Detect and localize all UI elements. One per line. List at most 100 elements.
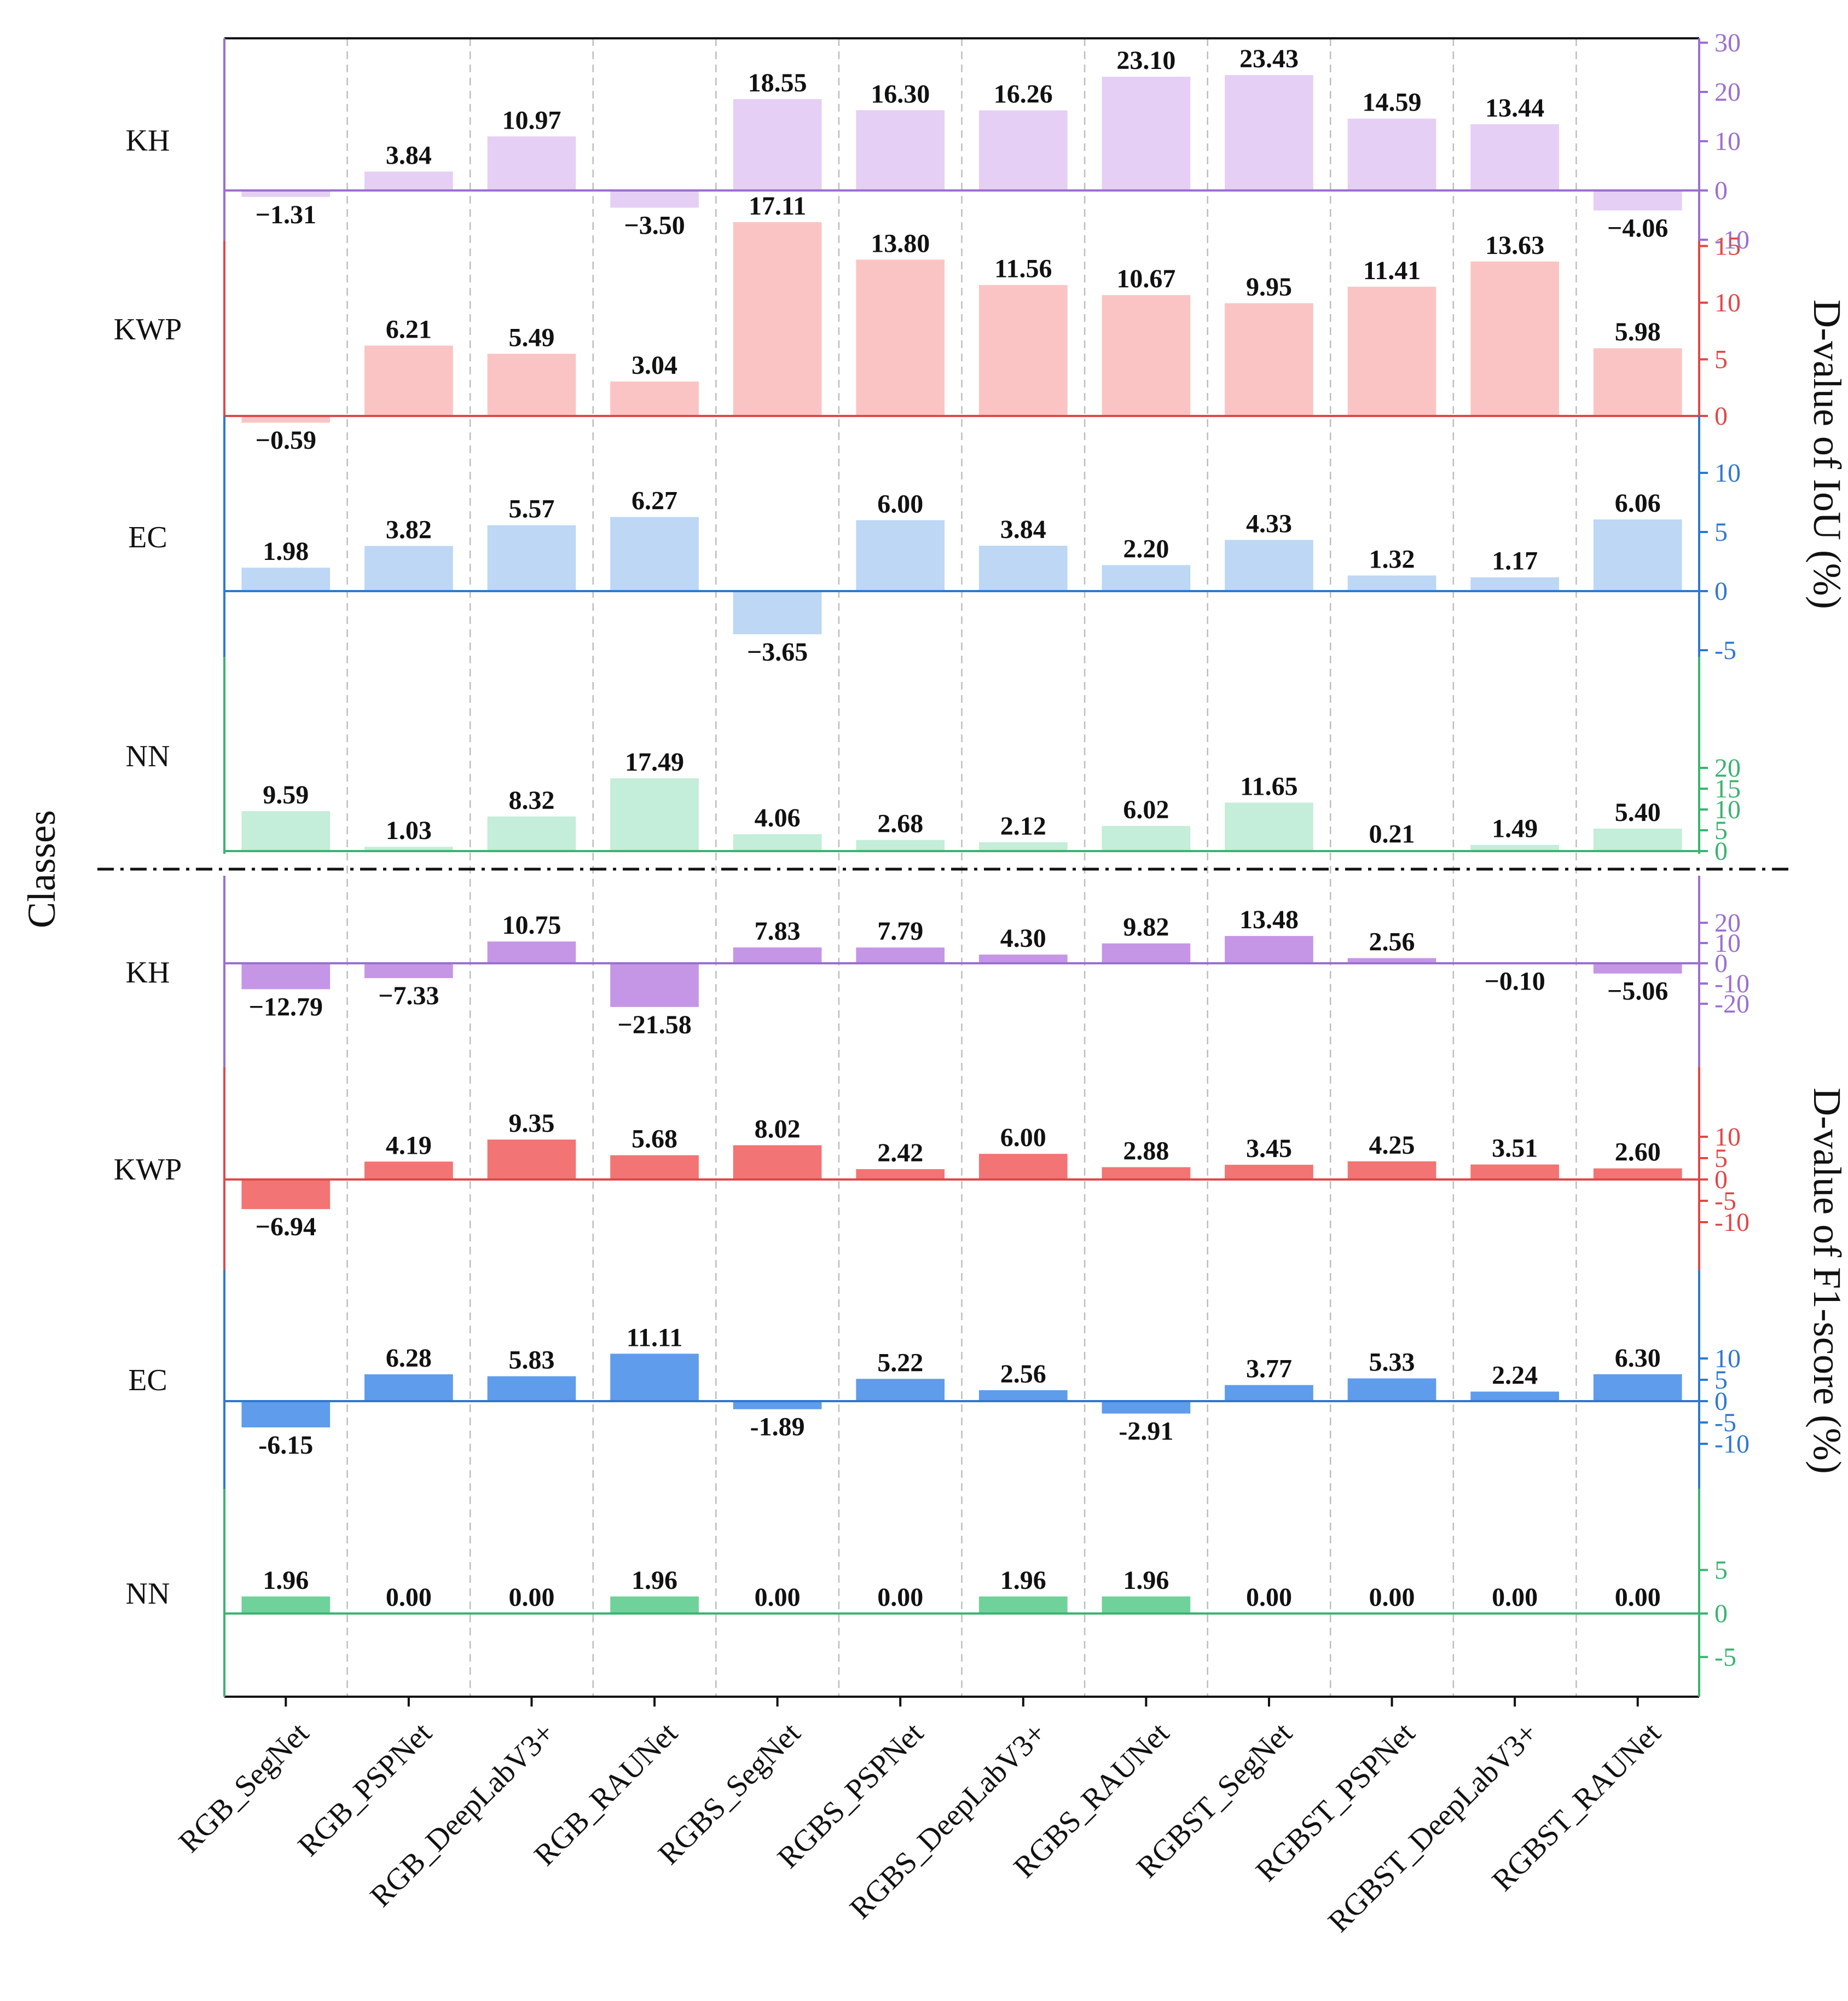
y-tick-label: 10 — [1714, 795, 1741, 824]
value-label: 11.41 — [1363, 256, 1421, 285]
value-label: 10.75 — [502, 911, 561, 940]
y-tick-label: -10 — [1714, 1430, 1749, 1459]
value-label: 0.00 — [755, 1583, 801, 1612]
value-label: -6.15 — [258, 1431, 313, 1460]
value-label: 4.33 — [1246, 509, 1292, 538]
y-tick-label: 0 — [1714, 1165, 1728, 1194]
value-label: 5.57 — [508, 495, 554, 524]
bar — [1347, 575, 1436, 591]
bar — [487, 1376, 576, 1401]
bar — [241, 963, 331, 990]
bar — [610, 381, 699, 416]
value-label: 6.28 — [386, 1344, 432, 1373]
y-tick-label: 5 — [1714, 816, 1728, 845]
bar — [1347, 118, 1436, 190]
value-label: 11.11 — [627, 1323, 683, 1352]
value-label: 9.95 — [1246, 273, 1292, 302]
bar — [733, 1145, 822, 1179]
y-tick-label: 5 — [1714, 1556, 1728, 1585]
value-label: −3.50 — [624, 211, 685, 240]
bar — [856, 259, 945, 416]
value-label: −1.31 — [256, 200, 316, 229]
value-label: 10.97 — [502, 106, 561, 135]
value-label: −0.59 — [256, 426, 316, 455]
value-label: 1.49 — [1492, 814, 1538, 843]
bar — [241, 811, 331, 851]
bar — [487, 136, 576, 190]
y-tick-label: 0 — [1714, 1599, 1728, 1628]
bar — [1470, 577, 1559, 591]
value-label: 9.59 — [263, 780, 309, 809]
bar — [610, 190, 699, 208]
y-tick-label: 15 — [1714, 232, 1741, 261]
value-label: 3.84 — [386, 141, 432, 170]
bar — [1347, 286, 1436, 416]
bar — [1470, 1391, 1559, 1401]
class-label: KH — [126, 124, 170, 158]
bar — [733, 834, 822, 851]
bar — [487, 354, 576, 416]
y-tick-label: 5 — [1714, 518, 1728, 547]
value-label: 5.68 — [632, 1125, 677, 1154]
y-tick-label: 10 — [1714, 1123, 1741, 1152]
value-label: 2.56 — [1000, 1360, 1046, 1389]
value-label: 3.77 — [1246, 1355, 1292, 1384]
bar — [364, 963, 453, 979]
class-label: NN — [126, 739, 170, 773]
bar — [978, 1596, 1068, 1613]
y-tick-label: 30 — [1714, 28, 1741, 57]
bar — [1102, 1167, 1191, 1179]
bar — [978, 110, 1068, 190]
value-label: 9.82 — [1123, 913, 1169, 942]
value-label: 13.80 — [871, 229, 930, 258]
class-label: KH — [126, 956, 170, 990]
y-axis-title-left: Classes — [20, 810, 63, 928]
y-tick-label: 10 — [1714, 1344, 1741, 1373]
value-label: 5.33 — [1369, 1348, 1415, 1377]
class-labels-layer: KH KWP EC NN KH KWP EC NN — [114, 124, 182, 1611]
value-label: 1.96 — [1123, 1566, 1169, 1595]
class-label: KWP — [114, 1153, 182, 1187]
bar — [241, 1596, 331, 1613]
bar — [733, 591, 822, 634]
value-label: -2.91 — [1119, 1417, 1173, 1446]
bar — [856, 110, 945, 190]
value-label: 17.11 — [749, 192, 806, 221]
y-tick-label: 5 — [1714, 1366, 1728, 1395]
value-label: 2.88 — [1123, 1137, 1169, 1166]
bar — [856, 1169, 945, 1179]
class-label: KWP — [114, 313, 182, 346]
class-label: NN — [126, 1577, 170, 1611]
value-label: 14.59 — [1363, 88, 1422, 117]
y-tick-label: -10 — [1714, 1208, 1749, 1237]
bar — [1470, 261, 1559, 416]
value-label: 5.83 — [508, 1346, 554, 1375]
value-label: −4.06 — [1607, 214, 1668, 243]
bar — [1593, 963, 1682, 974]
y-tick-label: 20 — [1714, 909, 1741, 938]
value-label: 2.20 — [1123, 534, 1169, 563]
value-label: 4.25 — [1369, 1131, 1415, 1160]
y-tick-label: 10 — [1714, 929, 1741, 958]
bar — [364, 847, 453, 851]
bar — [1102, 1401, 1191, 1414]
y-tick-label: 5 — [1714, 1144, 1728, 1173]
value-label: 1.96 — [263, 1566, 309, 1595]
bar — [1102, 1596, 1191, 1613]
bar — [241, 1401, 331, 1427]
value-label: 2.56 — [1369, 928, 1415, 957]
y-tick-label: 0 — [1714, 837, 1728, 866]
value-label: −0.10 — [1484, 967, 1545, 996]
value-label: 5.98 — [1615, 317, 1661, 346]
value-label: 7.79 — [877, 917, 923, 946]
bar — [1347, 958, 1436, 963]
bar — [856, 947, 945, 963]
y-tick-label: 10 — [1714, 288, 1741, 317]
value-label: 1.32 — [1369, 545, 1415, 574]
value-label: 2.24 — [1492, 1361, 1538, 1390]
bar — [1225, 1385, 1313, 1401]
value-label: 3.51 — [1492, 1134, 1538, 1163]
value-label: 3.04 — [632, 351, 677, 380]
bar — [364, 345, 453, 416]
